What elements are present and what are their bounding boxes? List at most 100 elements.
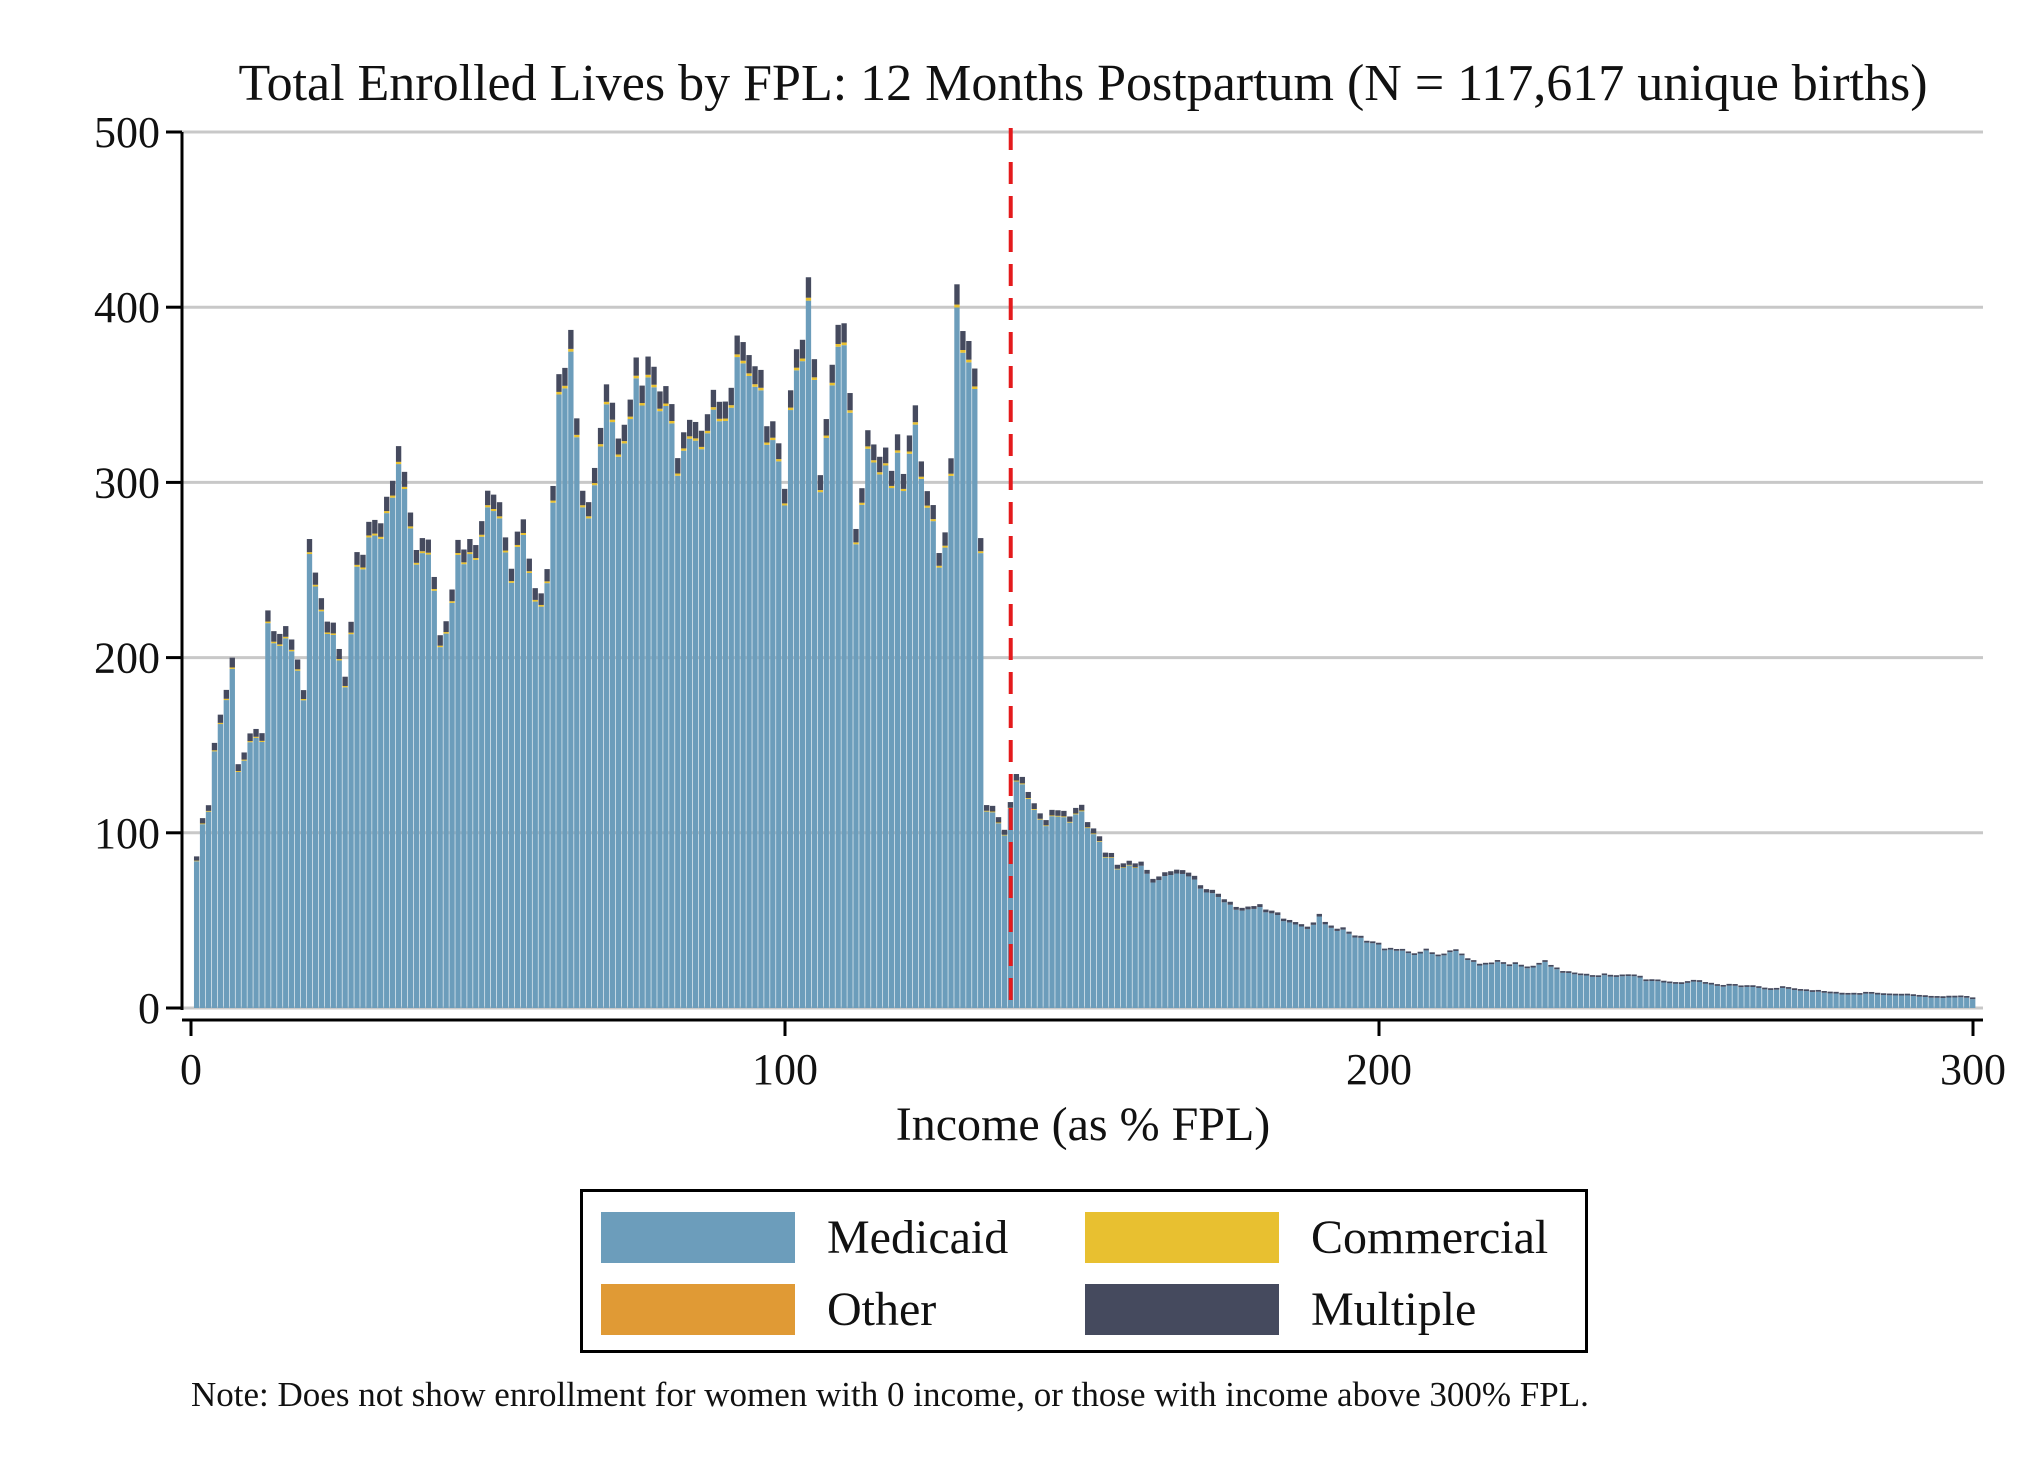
bar-commercial [1031, 808, 1037, 810]
bar-multiple [342, 676, 348, 686]
bar-multiple [1566, 971, 1572, 973]
bar-medicaid [461, 564, 467, 1008]
bar-medicaid [235, 771, 241, 1008]
bar-commercial [716, 418, 723, 422]
bar-multiple [395, 446, 402, 462]
bar-multiple [1328, 925, 1334, 928]
bar-multiple [805, 277, 812, 298]
bar-multiple [1197, 885, 1204, 889]
bar-medicaid [1548, 966, 1554, 1008]
bar-multiple [1762, 987, 1768, 990]
bar-commercial [865, 446, 871, 449]
legend-label-multiple: Multiple [1311, 1283, 1477, 1336]
bar-commercial [1132, 867, 1138, 868]
bar-multiple [1007, 802, 1014, 808]
bar-medicaid [698, 449, 705, 1009]
bar-multiple [675, 458, 681, 474]
bar-medicaid [1376, 944, 1382, 1008]
bar-medicaid [1251, 908, 1257, 1008]
bar-multiple [841, 323, 847, 343]
bar-multiple [621, 424, 627, 442]
bar-multiple [1524, 966, 1530, 969]
bar-multiple [1785, 987, 1792, 989]
bar-commercial [490, 508, 497, 512]
bar-multiple [1239, 907, 1245, 911]
bar-medicaid [330, 634, 336, 1008]
bar-medicaid [936, 567, 942, 1008]
bar-commercial [954, 304, 960, 308]
bar-medicaid [1720, 986, 1726, 1008]
bar-multiple [1619, 974, 1625, 977]
bar-multiple [1631, 974, 1637, 977]
bar-multiple [502, 537, 509, 551]
bar-multiple [918, 461, 924, 477]
bar-medicaid [793, 370, 800, 1008]
bar-multiple [1714, 984, 1720, 986]
bar-medicaid [1417, 953, 1423, 1008]
bar-medicaid [1542, 961, 1548, 1008]
bar-medicaid [1471, 961, 1477, 1008]
bar-multiple [1542, 960, 1548, 962]
bar-multiple [835, 324, 841, 344]
bars [193, 277, 1976, 1009]
bar-medicaid [1607, 976, 1614, 1008]
bar-commercial [669, 420, 675, 424]
bar-multiple [407, 512, 414, 527]
bar-medicaid [1013, 781, 1020, 1008]
bar-multiple [1506, 964, 1513, 967]
bar-multiple [1536, 962, 1542, 965]
bar-commercial [217, 722, 224, 725]
bar-commercial [877, 472, 883, 475]
bar-commercial [467, 552, 473, 555]
bar-multiple [1257, 904, 1263, 908]
bar-commercial [241, 759, 247, 761]
bar-medicaid [360, 569, 366, 1008]
bar-multiple [1768, 988, 1774, 990]
bar-medicaid [1120, 867, 1126, 1008]
bar-medicaid [277, 645, 283, 1008]
bar-medicaid [1441, 955, 1447, 1008]
bar-commercial [900, 488, 907, 492]
bar-medicaid [1488, 964, 1495, 1008]
bar-commercial [983, 810, 990, 812]
bar-medicaid [811, 379, 818, 1008]
bar-medicaid [1138, 865, 1144, 1008]
bar-medicaid [1180, 873, 1186, 1008]
bar-multiple [479, 521, 485, 535]
bar-multiple [752, 366, 758, 385]
bar-multiple [1518, 964, 1524, 967]
bar-multiple [1156, 876, 1162, 881]
bar-medicaid [586, 518, 592, 1008]
bar-medicaid [1851, 994, 1857, 1008]
bar-medicaid [681, 450, 687, 1009]
bar-medicaid [1934, 997, 1940, 1008]
bar-commercial [639, 403, 645, 406]
bar-multiple [734, 335, 740, 355]
bar-medicaid [502, 552, 509, 1008]
bar-medicaid [366, 537, 372, 1008]
bar-medicaid [514, 546, 521, 1008]
bar-multiple [847, 393, 853, 411]
bar-medicaid [776, 461, 782, 1008]
bar-commercial [532, 599, 538, 602]
bar-medicaid [1940, 997, 1946, 1008]
bar-commercial [431, 589, 437, 591]
bar-medicaid [704, 433, 711, 1008]
bar-multiple [1572, 972, 1578, 975]
bar-multiple [698, 430, 705, 447]
bar-medicaid [1162, 876, 1168, 1008]
bar-multiple [1732, 984, 1738, 986]
bar-medicaid [609, 422, 616, 1008]
bar-medicaid [1613, 976, 1619, 1008]
bar-multiple [1025, 791, 1031, 799]
bar-multiple [1839, 992, 1845, 995]
bar-multiple [562, 367, 568, 386]
bar-medicaid [473, 559, 479, 1008]
bar-multiple [1049, 809, 1055, 816]
bar-multiple [1530, 965, 1536, 968]
bar-medicaid [669, 423, 675, 1008]
bar-multiple [1417, 951, 1423, 954]
bar-multiple [1304, 926, 1311, 929]
bar-commercial [1108, 857, 1115, 858]
